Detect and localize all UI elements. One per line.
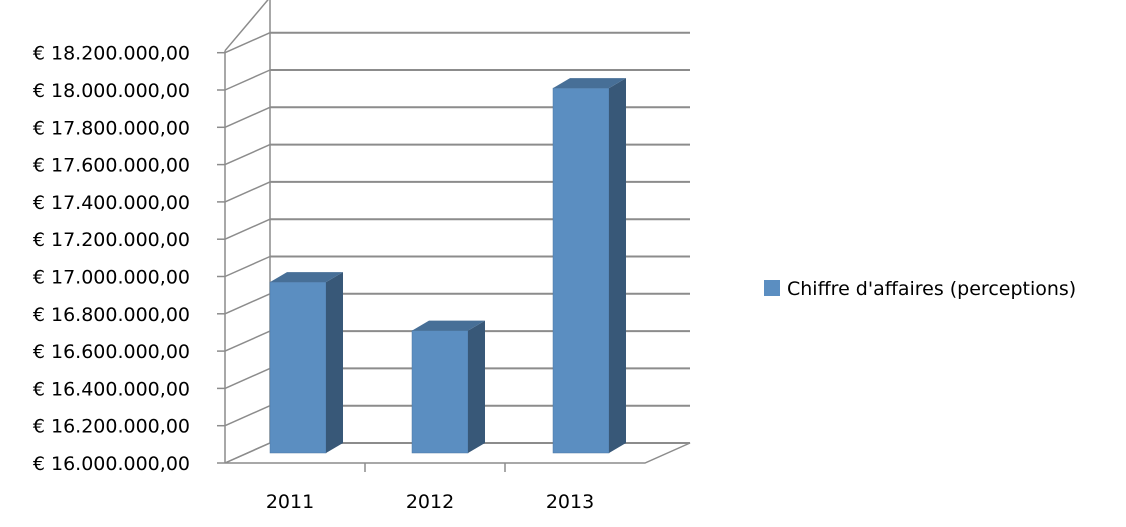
y-tick-label: € 18.000.000,00 <box>33 80 190 102</box>
bar-top <box>270 272 343 283</box>
gridline-side <box>224 367 271 390</box>
gridline-side <box>224 69 271 91</box>
gridline-side <box>224 218 271 240</box>
bar-2011 <box>269 272 343 454</box>
bar-side <box>326 272 343 453</box>
bar-2013 <box>552 78 626 454</box>
y-tick-label: € 18.200.000,00 <box>33 43 190 65</box>
y-tick-label: € 16.800.000,00 <box>33 304 190 326</box>
gridline-side <box>224 293 271 315</box>
legend-swatch <box>764 280 780 296</box>
bar-top <box>553 78 626 89</box>
bar-front <box>552 87 610 454</box>
gridline-side <box>224 32 271 54</box>
y-tick-label: € 16.200.000,00 <box>33 416 190 438</box>
gridline-side <box>224 405 271 427</box>
gridline-side <box>224 106 271 128</box>
bar-front <box>411 330 469 454</box>
x-tick-label: 2013 <box>546 491 594 513</box>
y-tick-label: € 16.400.000,00 <box>33 378 190 400</box>
y-tick-label: € 17.000.000,00 <box>33 267 190 289</box>
gridline-side <box>224 143 271 166</box>
bar-side <box>468 320 485 453</box>
legend-label: Chiffre d'affaires (perceptions) <box>787 278 1076 300</box>
y-tick-labels: € 16.000.000,00 € 16.200.000,00 € 16.400.0… <box>33 43 190 475</box>
bar-2012 <box>411 320 485 454</box>
y-tick-label: € 17.800.000,00 <box>33 117 190 139</box>
y-tick-label: € 16.000.000,00 <box>33 453 190 475</box>
y-tick-label: € 17.600.000,00 <box>33 155 190 177</box>
bar-side <box>609 78 626 453</box>
y-tick-label: € 16.600.000,00 <box>33 341 190 363</box>
legend: Chiffre d'affaires (perceptions) <box>764 278 1076 300</box>
bar-top <box>412 320 485 331</box>
y-tick-label: € 17.400.000,00 <box>33 192 190 214</box>
gridline-side <box>224 0 269 52</box>
y-tick-label: € 17.200.000,00 <box>33 229 190 251</box>
gridline-side <box>224 255 271 278</box>
x-tick-label: 2012 <box>406 491 454 513</box>
x-tick-label: 2011 <box>266 491 314 513</box>
gridline-side <box>224 181 271 203</box>
bars <box>269 78 626 454</box>
x-tick-labels: 2011 2012 2013 <box>266 491 594 513</box>
bar-front <box>269 281 327 454</box>
gridline-side <box>224 330 271 352</box>
